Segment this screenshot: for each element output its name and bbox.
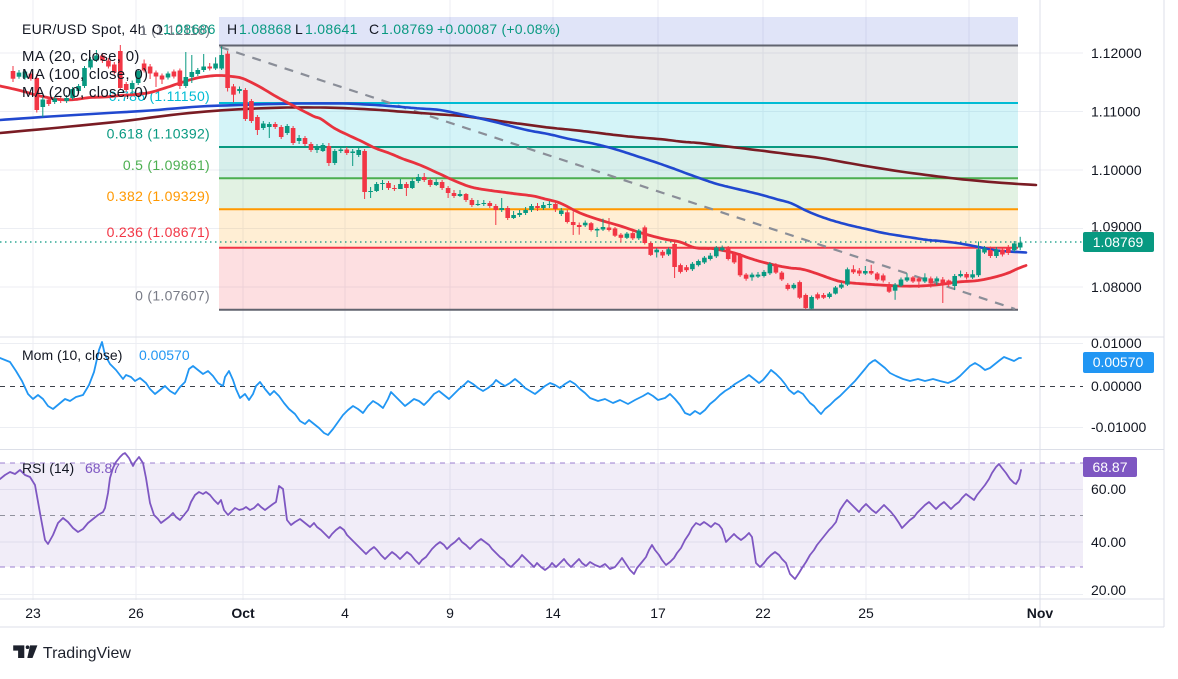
svg-text:0.00000: 0.00000	[1091, 378, 1142, 394]
svg-text:20.00: 20.00	[1091, 582, 1126, 598]
svg-text:0.382 (1.09329): 0.382 (1.09329)	[107, 188, 210, 204]
svg-text:26: 26	[128, 605, 144, 621]
svg-text:EUR/USD Spot, 4h: EUR/USD Spot, 4h	[22, 21, 146, 37]
svg-text:O: O	[152, 21, 163, 37]
svg-text:TradingView: TradingView	[43, 645, 131, 662]
svg-text:1.08641: 1.08641	[305, 21, 358, 37]
svg-text:0.786 (1.11150): 0.786 (1.11150)	[109, 88, 210, 104]
svg-text:L: L	[295, 21, 303, 37]
svg-text:1.09000: 1.09000	[1091, 219, 1142, 235]
svg-text:1.11000: 1.11000	[1091, 104, 1141, 120]
svg-text:0.00570: 0.00570	[139, 347, 190, 363]
svg-text:1.08769: 1.08769	[1093, 234, 1144, 250]
svg-text:22: 22	[755, 605, 771, 621]
svg-text:MA (100, close, 0): MA (100, close, 0)	[22, 66, 148, 83]
svg-text:+0.00087 (+0.08%): +0.00087 (+0.08%)	[437, 21, 560, 37]
svg-text:40.00: 40.00	[1091, 534, 1126, 550]
svg-text:C: C	[369, 21, 379, 37]
svg-text:0.00570: 0.00570	[1093, 354, 1144, 370]
svg-text:0.5 (1.09861): 0.5 (1.09861)	[123, 157, 210, 173]
svg-text:0.618 (1.10392): 0.618 (1.10392)	[107, 126, 210, 142]
svg-text:MA (200, close, 0): MA (200, close, 0)	[22, 84, 148, 101]
svg-text:0.236 (1.08671): 0.236 (1.08671)	[107, 224, 210, 240]
svg-text:Nov: Nov	[1027, 605, 1054, 621]
svg-text:0.01000: 0.01000	[1091, 335, 1142, 351]
svg-text:Oct: Oct	[231, 605, 255, 621]
svg-text:9: 9	[446, 605, 454, 621]
svg-text:1.08868: 1.08868	[239, 21, 292, 37]
svg-text:-0.01000: -0.01000	[1091, 419, 1146, 435]
svg-text:1.08686: 1.08686	[163, 21, 216, 37]
svg-text:68.87: 68.87	[1092, 459, 1127, 475]
svg-text:1.12000: 1.12000	[1091, 45, 1142, 61]
svg-text:23: 23	[25, 605, 41, 621]
svg-text:1 (1.12116): 1 (1.12116)	[139, 22, 210, 38]
svg-text:17: 17	[650, 605, 666, 621]
svg-text:68.87: 68.87	[85, 460, 120, 476]
svg-text:MA (20, close, 0): MA (20, close, 0)	[22, 48, 140, 65]
svg-text:4: 4	[341, 605, 349, 621]
svg-text:14: 14	[545, 605, 561, 621]
svg-text:0 (1.07607): 0 (1.07607)	[135, 288, 210, 304]
svg-text:60.00: 60.00	[1091, 481, 1126, 497]
svg-text:1.08000: 1.08000	[1091, 279, 1142, 295]
svg-text:RSI (14): RSI (14)	[22, 460, 74, 476]
svg-text:1.08769: 1.08769	[381, 21, 434, 37]
svg-text:1.10000: 1.10000	[1091, 162, 1142, 178]
svg-text:25: 25	[858, 605, 874, 621]
svg-text:H: H	[227, 21, 237, 37]
svg-text:Mom (10, close): Mom (10, close)	[22, 347, 122, 363]
